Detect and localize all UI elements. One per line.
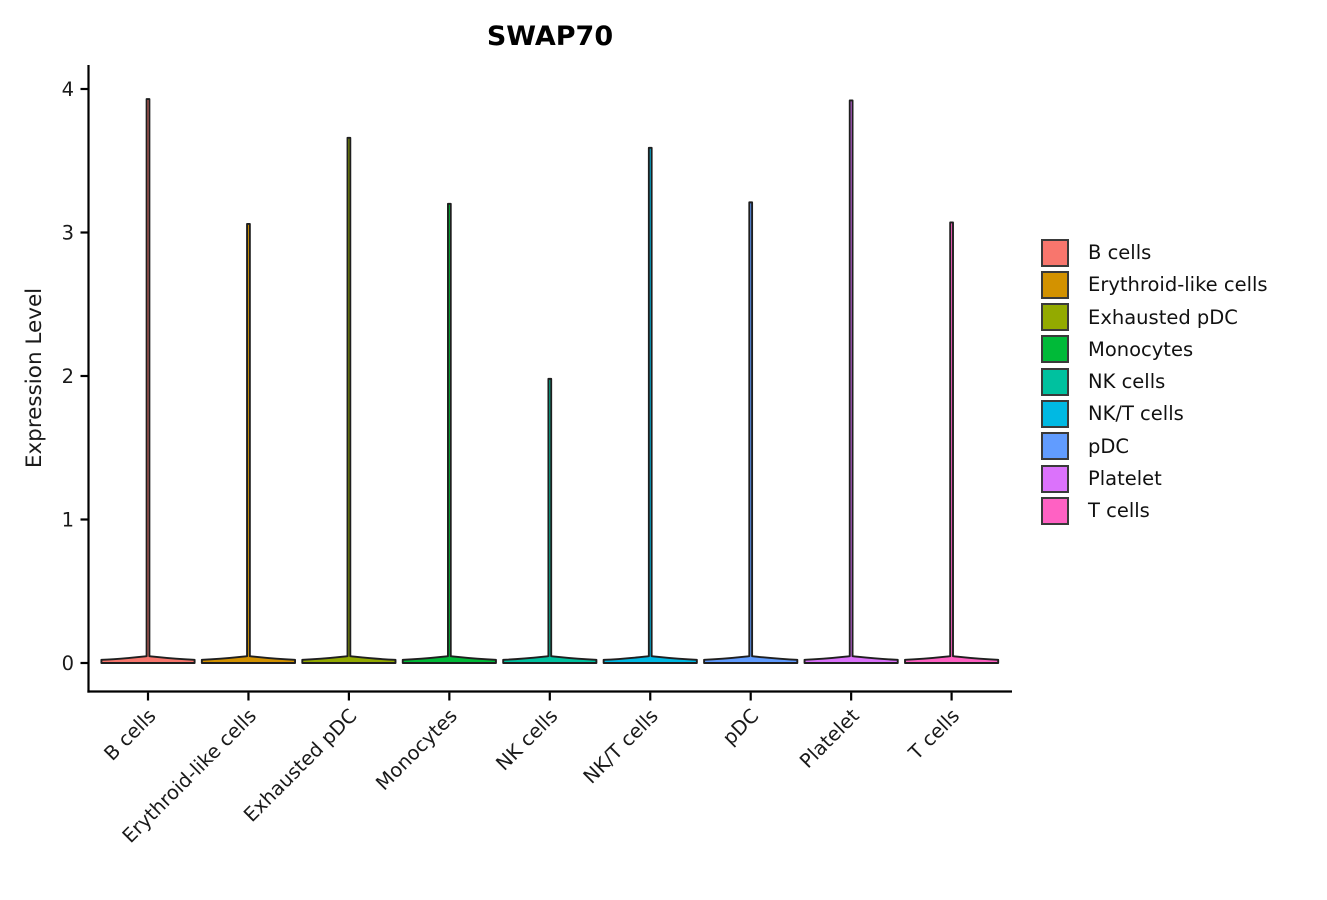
legend-swatch-monocytes	[1041, 335, 1069, 364]
violin-nk-t-cells	[602, 146, 698, 664]
legend-label-nk-t-cells: NK/T cells	[1088, 402, 1184, 426]
legend-item-nk-t-cells: NK/T cells	[1041, 399, 1268, 428]
y-tick-label-1: 1	[62, 509, 74, 532]
violin-exhausted-pdc	[301, 136, 397, 664]
legend-label-nk-cells: NK cells	[1088, 370, 1166, 394]
chart-title: SWAP70	[486, 21, 614, 52]
legend-item-monocytes: Monocytes	[1041, 335, 1268, 364]
legend-label-monocytes: Monocytes	[1088, 337, 1194, 361]
legend-label-erythroid-like-cells: Erythroid-like cells	[1088, 273, 1268, 297]
y-tick-label-0: 0	[62, 652, 74, 675]
violin-layer	[100, 98, 1000, 664]
violin-nk-cells	[502, 377, 598, 664]
legend-swatch-nk-cells	[1041, 367, 1069, 396]
legend-swatch-platelet	[1041, 464, 1069, 493]
legend-swatch-b-cells	[1041, 238, 1069, 267]
legend-item-b-cells: B cells	[1041, 238, 1268, 267]
x-tick-label-monocytes: Monocytes	[371, 704, 462, 795]
y-tick-label-3: 3	[62, 222, 74, 245]
y-axis-label: Expression Level	[22, 288, 47, 468]
legend-item-exhausted-pdc: Exhausted pDC	[1041, 303, 1268, 332]
legend-item-platelet: Platelet	[1041, 464, 1268, 493]
legend-label-exhausted-pdc: Exhausted pDC	[1088, 305, 1238, 329]
legend-label-t-cells: T cells	[1088, 499, 1150, 523]
legend-swatch-erythroid-like-cells	[1041, 270, 1069, 299]
violin-erythroid-like-cells	[200, 222, 296, 664]
legend-swatch-exhausted-pdc	[1041, 303, 1069, 332]
legend-label-b-cells: B cells	[1088, 241, 1152, 264]
violin-monocytes	[401, 202, 497, 664]
legend: B cells Erythroid-like cells Exhausted pDC…	[1041, 238, 1268, 525]
violin-platelet	[803, 99, 899, 664]
legend-item-nk-cells: NK cells	[1041, 367, 1268, 396]
violin-t-cells	[904, 221, 1000, 664]
violin-pdc	[703, 201, 799, 664]
y-tick-label-4: 4	[62, 78, 74, 101]
x-tick-label-t-cells: T cells	[903, 704, 964, 765]
y-tick-label-2: 2	[62, 365, 74, 388]
legend-swatch-t-cells	[1041, 496, 1069, 525]
violin-b-cells	[100, 98, 196, 664]
legend-item-pdc: pDC	[1041, 432, 1268, 461]
legend-label-platelet: Platelet	[1088, 467, 1162, 491]
legend-swatch-pdc	[1041, 432, 1069, 461]
legend-item-t-cells: T cells	[1041, 496, 1268, 525]
x-tick-label-nk-t-cells: NK/T cells	[579, 704, 663, 788]
legend-label-pdc: pDC	[1088, 434, 1130, 458]
legend-swatch-nk-t-cells	[1041, 399, 1069, 428]
x-tick-label-pdc: pDC	[718, 704, 763, 749]
legend-item-erythroid-like-cells: Erythroid-like cells	[1041, 270, 1268, 299]
x-tick-label-platelet: Platelet	[795, 704, 864, 773]
x-tick-label-b-cells: B cells	[100, 704, 161, 765]
x-tick-label-nk-cells: NK cells	[491, 704, 562, 775]
